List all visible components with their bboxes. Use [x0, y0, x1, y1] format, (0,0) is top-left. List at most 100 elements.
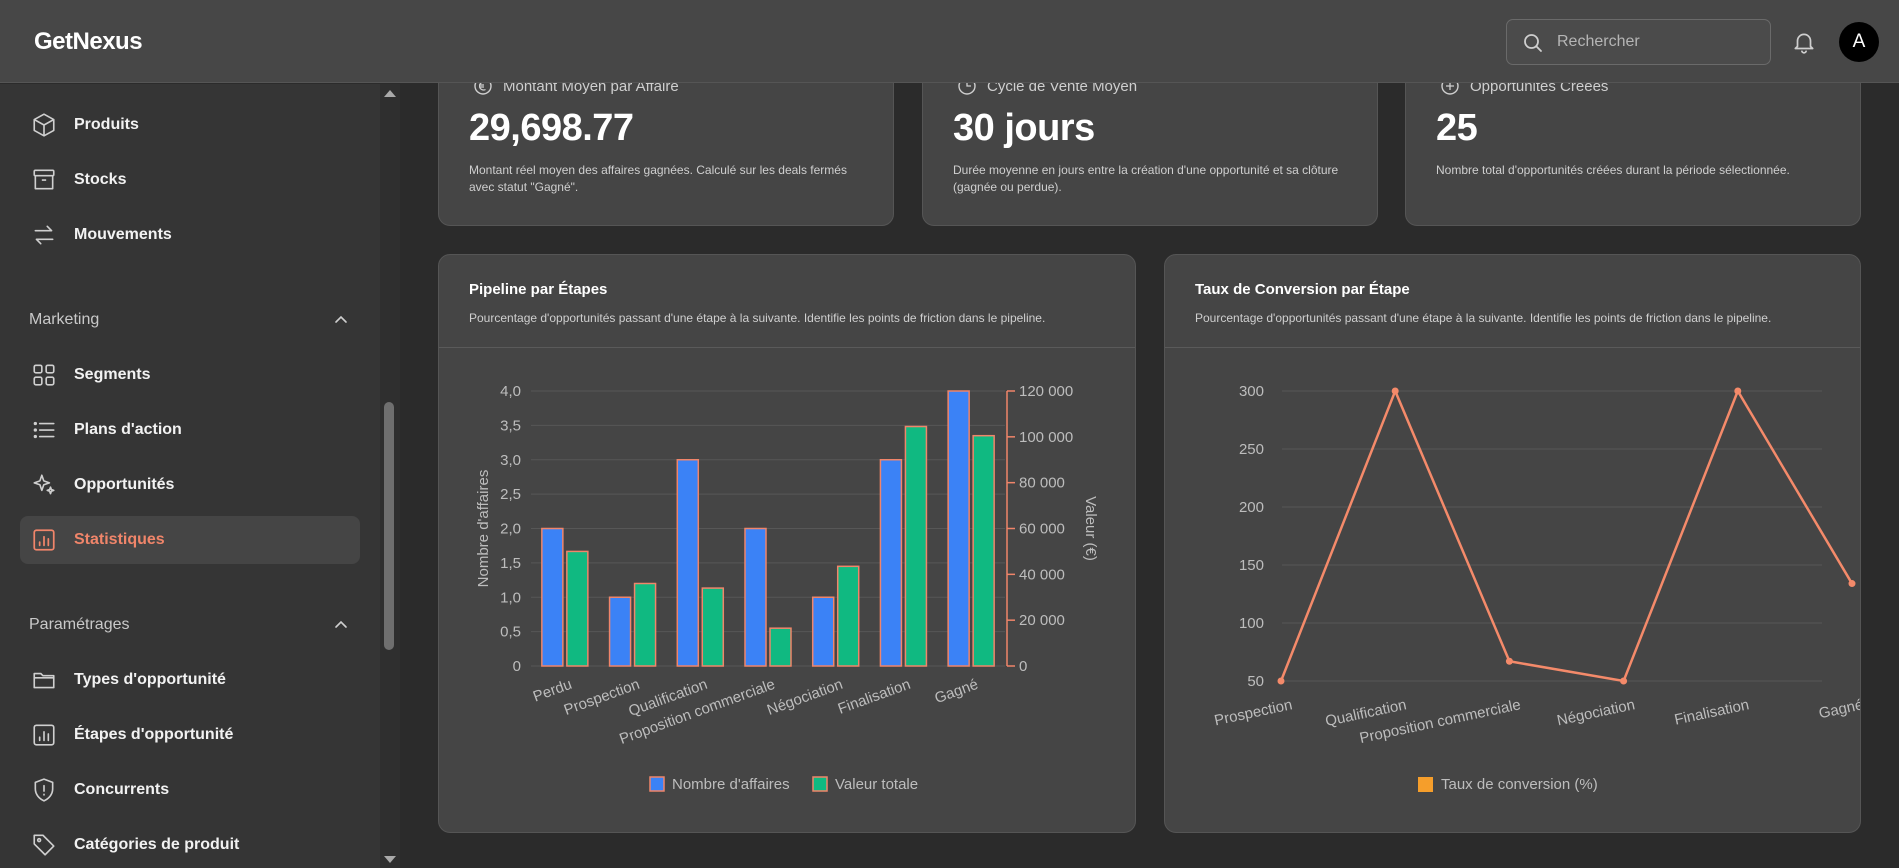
bar-chart-icon — [30, 721, 58, 749]
y-tick-label: 1,0 — [500, 589, 521, 606]
data-point — [1391, 387, 1399, 395]
sidebar-item-label: Opportunités — [74, 476, 175, 493]
sidebar-item-label: Concurrents — [74, 781, 170, 798]
sidebar-item-segments[interactable]: Segments — [20, 351, 360, 399]
y-tick-label: 250 — [1239, 441, 1264, 458]
stat-card-montant-moyen: Montant Moyen par Affaire 29,698.77 Mont… — [438, 60, 894, 226]
y-tick-label: 0,5 — [500, 624, 521, 641]
arrows-swap-icon — [30, 221, 58, 249]
y2-axis-title: Valeur (€) — [1082, 496, 1099, 561]
legend-label: Valeur totale — [835, 776, 918, 793]
data-point — [1848, 580, 1856, 588]
y2-tick-label: 120 000 — [1019, 383, 1073, 400]
sidebar-item-etapes[interactable]: Étapes d'opportunité — [20, 711, 360, 759]
sidebar-item-plans[interactable]: Plans d'action — [20, 406, 360, 454]
chevron-up-icon[interactable] — [333, 312, 349, 328]
x-tick-label: Négociation — [765, 676, 845, 719]
bar-nombre-affaires — [947, 390, 970, 667]
x-tick-label: Gagné — [1817, 696, 1861, 722]
legend-swatch-affaires — [649, 776, 665, 792]
sidebar-item-label: Catégories de produit — [74, 836, 240, 853]
scroll-down-icon[interactable] — [383, 855, 397, 865]
sparkles-icon — [30, 471, 58, 499]
legend-swatch-valeur — [812, 776, 828, 792]
bar-valeur-totale — [566, 550, 589, 667]
chart-card-pipeline: Pipeline par Étapes Pourcentage d'opport… — [438, 254, 1136, 833]
bar-valeur-totale — [972, 434, 995, 667]
legend-label: Taux de conversion (%) — [1441, 776, 1598, 793]
chart-title: Taux de Conversion par Étape — [1195, 281, 1410, 298]
search-box[interactable] — [1506, 19, 1771, 65]
chart-subtitle: Pourcentage d'opportunités passant d'une… — [1195, 311, 1772, 325]
y-tick-label: 4,0 — [500, 383, 521, 400]
stat-card-cycle-vente: Cycle de Vente Moyen 30 jours Durée moye… — [922, 60, 1378, 226]
section-marketing-title: Marketing — [29, 311, 100, 328]
bar-nombre-affaires — [541, 527, 564, 667]
grid-icon — [30, 361, 58, 389]
sidebar-item-opportunites[interactable]: Opportunités — [20, 461, 360, 509]
sidebar-item-label: Segments — [74, 366, 151, 383]
y-tick-label: 150 — [1239, 557, 1264, 574]
section-parametrages[interactable]: Paramétrages — [29, 612, 349, 638]
stat-desc: Durée moyenne en jours entre la création… — [953, 163, 1339, 194]
bar-valeur-totale — [904, 425, 928, 667]
legend-swatch-conversion — [1418, 777, 1433, 792]
y2-tick-label: 0 — [1019, 658, 1027, 675]
tag-icon — [30, 831, 58, 859]
avatar[interactable]: A — [1839, 22, 1879, 62]
y-tick-label: 3,5 — [500, 417, 521, 434]
scroll-up-icon[interactable] — [383, 88, 397, 98]
sidebar-item-categories[interactable]: Catégories de produit — [20, 821, 360, 868]
sidebar-scroll-thumb[interactable] — [384, 402, 394, 650]
stat-card-opportunites-creees: Opportunités Créées 25 Nombre total d'op… — [1405, 60, 1861, 226]
y-tick-label: 3,0 — [500, 452, 521, 469]
sidebar-item-statistiques[interactable]: Statistiques — [20, 516, 360, 564]
stat-desc: Nombre total d'opportunités créées duran… — [1436, 163, 1790, 177]
list-icon — [30, 416, 58, 444]
bar-chart-icon — [30, 526, 58, 554]
x-tick-label: Finalisation — [836, 676, 913, 718]
y-tick-label: 100 — [1239, 615, 1264, 632]
bar-valeur-totale — [633, 582, 657, 667]
sidebar-item-types[interactable]: Types d'opportunité — [20, 656, 360, 704]
sidebar-item-label: Plans d'action — [74, 421, 182, 438]
y-axis-title: Nombre d'affaires — [475, 470, 492, 588]
x-tick-label: Prospection — [1213, 696, 1294, 729]
y-tick-label: 0 — [513, 658, 521, 675]
y-tick-label: 2,5 — [500, 486, 521, 503]
chart-card-conversion: Taux de Conversion par Étape Pourcentage… — [1164, 254, 1861, 833]
stat-value: 25 — [1436, 107, 1478, 149]
sidebar-item-produits[interactable]: Produits — [20, 101, 360, 149]
pipeline-bar-chart: 0 0,5 1,0 1,5 2,0 2,5 3,0 3,5 4,0 0 20 000 40 000 60… — [475, 383, 1099, 793]
sidebar-item-label: Types d'opportunité — [74, 671, 226, 688]
sidebar-item-label: Étapes d'opportunité — [74, 726, 234, 743]
chart-title: Pipeline par Étapes — [469, 281, 608, 298]
data-point — [1277, 677, 1285, 685]
sidebar-item-stocks[interactable]: Stocks — [20, 156, 360, 204]
bell-icon[interactable] — [1791, 29, 1817, 55]
sidebar-item-mouvements[interactable]: Mouvements — [20, 211, 360, 259]
archive-icon — [30, 166, 58, 194]
sidebar-item-label: Mouvements — [74, 226, 172, 243]
data-point — [1734, 387, 1742, 395]
cube-icon — [30, 111, 58, 139]
section-marketing[interactable]: Marketing — [29, 307, 349, 333]
y2-tick-label: 20 000 — [1019, 612, 1065, 629]
shield-alert-icon — [30, 776, 58, 804]
search-input[interactable] — [1557, 31, 1757, 53]
divider — [1165, 347, 1860, 348]
sidebar-item-concurrents[interactable]: Concurrents — [20, 766, 360, 814]
legend-label: Nombre d'affaires — [672, 776, 790, 793]
chevron-up-icon[interactable] — [333, 617, 349, 633]
sidebar-item-label: Statistiques — [74, 531, 165, 548]
stat-value: 29,698.77 — [469, 107, 634, 149]
divider — [439, 347, 1135, 348]
sidebar: Produits Stocks Mouvements Marketing Seg… — [0, 84, 380, 868]
x-tick-label: Finalisation — [1673, 696, 1751, 728]
chart-subtitle: Pourcentage d'opportunités passant d'une… — [469, 311, 1046, 325]
bar-nombre-affaires — [744, 527, 767, 667]
sidebar-item-label: Produits — [74, 116, 139, 133]
brand-logo[interactable]: GetNexus — [34, 28, 143, 55]
data-point — [1620, 677, 1628, 685]
